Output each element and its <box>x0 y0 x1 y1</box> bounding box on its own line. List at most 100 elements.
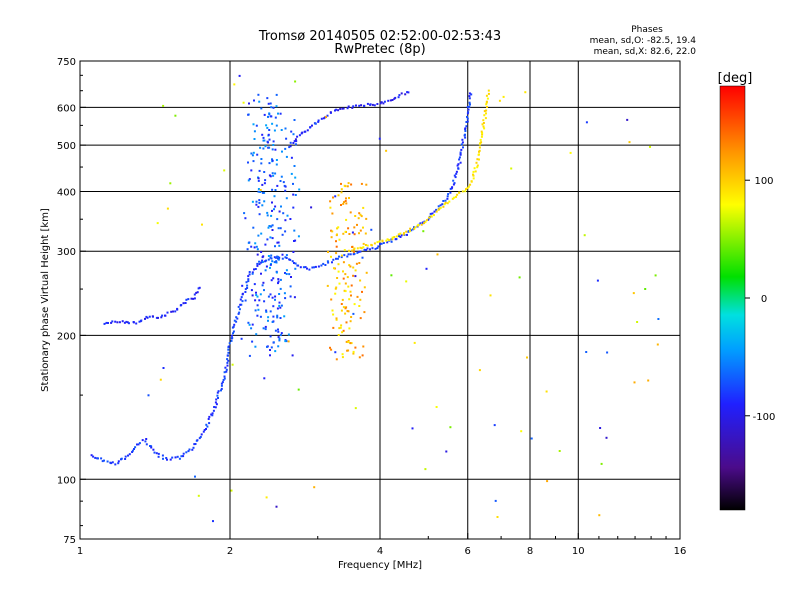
cluster-point <box>340 204 342 206</box>
trace-point <box>431 212 434 215</box>
legend-header: Phases <box>631 25 663 35</box>
cluster-point <box>271 260 274 263</box>
cluster-point <box>261 133 264 136</box>
trace-point <box>417 224 420 226</box>
cluster-point <box>263 171 266 173</box>
noise-point <box>496 516 499 518</box>
cluster-point <box>284 219 287 222</box>
colorbar-tick-label: 100 <box>754 176 773 187</box>
trace-point <box>444 199 447 202</box>
cluster-point <box>264 325 267 328</box>
trace-point <box>157 316 159 319</box>
noise-point <box>596 279 599 282</box>
noise-point <box>275 505 278 508</box>
trace-point <box>461 190 464 193</box>
cluster-point <box>335 317 338 320</box>
cluster-point <box>252 160 255 163</box>
cluster-point <box>359 279 362 282</box>
cluster-point <box>352 250 355 253</box>
trace-point <box>172 310 174 313</box>
trace-point <box>128 322 130 325</box>
trace-point <box>185 451 188 454</box>
trace-point <box>347 105 350 108</box>
trace-point <box>226 361 229 364</box>
cluster-point <box>285 137 288 140</box>
trace-point <box>293 140 296 143</box>
trace-point <box>410 229 413 232</box>
cluster-point <box>255 333 258 336</box>
trace-point <box>222 379 225 381</box>
cluster-point <box>329 346 331 349</box>
cluster-point <box>348 327 351 330</box>
noise-point <box>599 427 602 429</box>
cluster-point <box>269 102 272 105</box>
cluster-point <box>335 245 338 248</box>
cluster-point <box>353 233 356 236</box>
cluster-point <box>265 309 268 312</box>
y-tick-label: 75 <box>63 535 76 546</box>
cluster-point <box>255 200 258 203</box>
trace-point <box>220 387 223 390</box>
cluster-point <box>277 280 280 283</box>
cluster-point <box>274 295 277 298</box>
cluster-point <box>275 271 278 274</box>
cluster-point <box>269 335 272 338</box>
cluster-point <box>342 329 345 332</box>
y-tick-label: 500 <box>57 141 76 152</box>
trace-point <box>232 330 235 333</box>
trace-point <box>335 108 338 111</box>
trace-point <box>393 236 396 238</box>
trace-point <box>478 149 481 152</box>
trace-point <box>376 103 379 105</box>
noise-point <box>546 480 549 483</box>
trace-point <box>178 457 181 460</box>
trace-point <box>241 292 244 295</box>
trace-point <box>398 94 401 97</box>
cluster-point <box>285 269 288 272</box>
cluster-point <box>362 345 365 348</box>
cluster-point <box>250 245 253 248</box>
cluster-point <box>350 183 353 186</box>
noise-point <box>147 394 150 397</box>
trace-point <box>298 134 301 137</box>
cluster-point <box>256 295 259 298</box>
cluster-point <box>250 289 253 292</box>
cluster-point <box>283 315 286 318</box>
cluster-point <box>279 287 282 290</box>
cluster-point <box>277 336 280 339</box>
cluster-point <box>258 213 261 216</box>
cluster-point <box>267 316 270 319</box>
trace-point <box>464 133 466 136</box>
cluster-point <box>264 269 267 272</box>
cluster-point <box>349 265 352 268</box>
cluster-point <box>270 254 273 257</box>
cluster-point <box>289 285 292 288</box>
noise-point <box>297 388 300 391</box>
cluster-point <box>354 269 357 272</box>
noise-point <box>156 222 159 225</box>
trace-point <box>187 298 190 301</box>
cluster-point <box>332 313 335 316</box>
trace-point <box>429 212 432 215</box>
trace-point <box>451 197 454 200</box>
trace-point <box>407 230 410 233</box>
trace-point <box>399 232 402 235</box>
trace-point <box>309 126 312 129</box>
trace-point <box>162 457 164 460</box>
cluster-point <box>365 183 368 186</box>
cluster-point <box>293 165 296 167</box>
cluster-point <box>278 210 281 213</box>
trace-point <box>349 253 352 256</box>
trace-point <box>454 176 457 179</box>
cluster-point <box>263 300 266 303</box>
noise-point <box>162 104 165 107</box>
cluster-point <box>330 229 333 232</box>
trace-point <box>359 250 362 253</box>
trace-point <box>485 100 488 103</box>
trace-point <box>383 100 386 103</box>
trace-point <box>385 239 388 242</box>
cluster-point <box>255 294 258 296</box>
cluster-point <box>269 266 271 269</box>
trace-point <box>288 258 291 261</box>
noise-point <box>585 121 588 124</box>
